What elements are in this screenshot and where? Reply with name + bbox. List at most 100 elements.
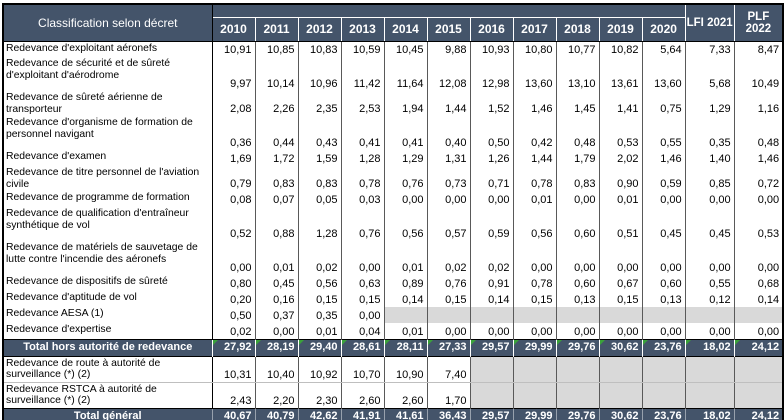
table-row: Redevance d'exploitant aéronefs 10,91 10,8… [3,41,784,57]
value-cell: 13,60 [513,57,557,91]
value-cell: 0,51 [599,207,643,241]
value-cell: 11,64 [384,57,428,91]
value-cell: 0,68 [734,275,784,291]
value-cell: 0,35 [685,116,735,150]
value-cell: 0,00 [556,323,600,339]
value-cell: 27,33 [427,339,471,356]
value-cell: 0,78 [513,166,557,191]
table-row: Redevance de matériels de sauvetage de l… [3,241,784,275]
value-cell: 0,00 [599,241,643,275]
value-cell: 0,42 [513,116,557,150]
value-cell: 0,15 [341,291,385,307]
value-cell: 29,99 [513,408,557,420]
value-cell: 0,43 [298,116,342,150]
value-cell: 0,03 [341,191,385,207]
value-cell: 0,85 [685,166,735,191]
value-cell: 0,05 [298,191,342,207]
value-cell: 0,00 [341,307,385,323]
value-cell: 0,60 [556,207,600,241]
value-cell: 29,57 [470,408,514,420]
value-cell: 2,08 [212,91,256,116]
value-cell: 0,40 [427,116,471,150]
empty-cell [513,307,557,323]
value-cell: 0,00 [427,323,471,339]
value-cell: 0,73 [427,166,471,191]
value-cell: 23,76 [642,408,686,420]
value-cell: 0,48 [556,116,600,150]
row-label: Redevance d'exploitant aéronefs [3,41,213,57]
value-cell: 0,67 [599,275,643,291]
value-cell: 1,70 [427,382,471,408]
value-cell: 0,00 [642,241,686,275]
value-cell: 0,13 [556,291,600,307]
value-cell: 10,83 [298,41,342,57]
table-row: Redevance d'examen 1,69 1,72 1,59 1,28 1,29 1,… [3,150,784,166]
value-cell: 0,63 [341,275,385,291]
value-cell: 0,15 [298,291,342,307]
value-cell: 42,62 [298,408,342,420]
empty-cell [427,307,471,323]
value-cell: 0,00 [470,191,514,207]
value-cell: 0,37 [255,307,299,323]
value-cell: 0,00 [734,323,784,339]
value-cell: 18,02 [685,339,735,356]
value-cell: 1,72 [255,150,299,166]
value-cell: 1,16 [734,91,784,116]
value-cell: 1,44 [513,150,557,166]
row-label: Redevance d'expertise [3,323,213,339]
value-cell: 0,60 [642,275,686,291]
value-cell: 13,10 [556,57,600,91]
redevances-classification-table: Classification selon décret LFI 2021 PLF… [2,3,784,420]
value-cell: 5,64 [642,41,686,57]
row-label: Redevance d'examen [3,150,213,166]
value-cell: 2,02 [599,150,643,166]
value-cell: 5,68 [685,57,735,91]
value-cell: 28,11 [384,339,428,356]
value-cell: 0,90 [599,166,643,191]
value-cell: 0,53 [599,116,643,150]
value-cell: 1,94 [384,91,428,116]
empty-cell [685,382,735,408]
column-header-2014: 2014 [383,16,427,42]
corner-header-classification: Classification selon décret [3,4,213,42]
empty-cell [642,307,686,323]
column-header-2018: 2018 [555,16,599,42]
value-cell: 10,92 [298,356,342,383]
value-cell: 0,02 [427,241,471,275]
value-cell: 10,70 [341,356,385,383]
value-cell: 0,15 [427,291,471,307]
value-cell: 28,61 [341,339,385,356]
value-cell: 10,80 [513,41,557,57]
value-cell: 1,46 [734,150,784,166]
value-cell: 9,97 [212,57,256,91]
value-cell: 23,76 [642,339,686,356]
value-cell: 29,40 [298,339,342,356]
column-header-2013: 2013 [340,16,384,42]
value-cell: 0,01 [255,241,299,275]
value-cell: 0,55 [685,275,735,291]
cell-flag-triangle-icon [470,339,476,345]
value-cell: 0,20 [212,291,256,307]
value-cell: 0,04 [341,323,385,339]
value-cell: 2,60 [384,382,428,408]
value-cell: 1,59 [298,150,342,166]
table-row: Redevance de sécurité et de sûreté d'exp… [3,57,784,91]
value-cell: 0,45 [685,207,735,241]
value-cell: 0,89 [384,275,428,291]
value-cell: 1,46 [513,91,557,116]
table-row: Redevance de qualification d'entraîneur … [3,207,784,241]
table-body: Redevance d'exploitant aéronefs 10,91 10,8… [3,41,784,420]
cell-flag-triangle-icon [384,339,390,345]
value-cell: 0,02 [298,241,342,275]
value-cell: 0,00 [470,323,514,339]
value-cell: 40,79 [255,408,299,420]
value-cell: 2,35 [298,91,342,116]
value-cell: 0,41 [384,116,428,150]
value-cell: 0,00 [685,191,735,207]
value-cell: 28,19 [255,339,299,356]
empty-cell [513,356,557,383]
value-cell: 0,08 [212,191,256,207]
value-cell: 0,00 [642,323,686,339]
table-row: Redevance de route à autorité de surveil… [3,356,784,383]
value-cell: 0,00 [427,191,471,207]
